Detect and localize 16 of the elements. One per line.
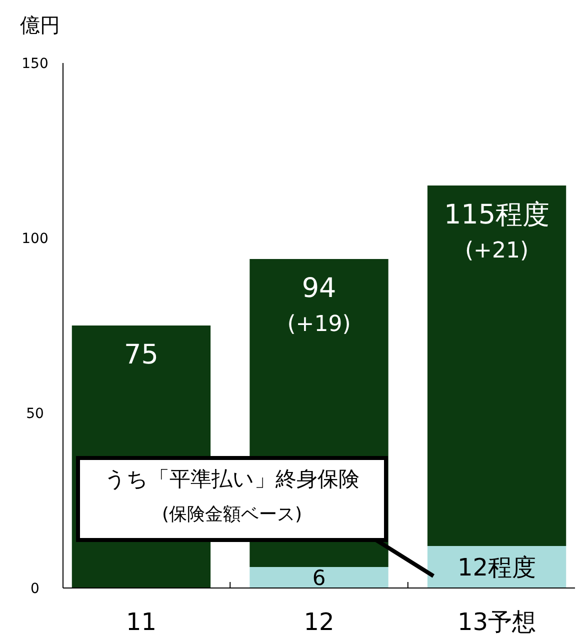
y-tick-label: 0 — [30, 580, 40, 597]
data-label: 12程度 — [458, 553, 536, 582]
total-label: 75 — [124, 340, 158, 370]
y-tick-label: 50 — [26, 406, 44, 422]
total-label: 115程度 — [444, 200, 550, 230]
x-tick-label: 13予想 — [458, 608, 536, 636]
y-tick-label: 100 — [22, 230, 48, 247]
y-axis-title: 億円 — [20, 13, 60, 37]
total-label: 94 — [302, 273, 336, 304]
x-tick-label: 12 — [304, 608, 334, 636]
annotation: (+19) — [287, 312, 351, 337]
y-tick-label: 150 — [22, 56, 48, 72]
data-label: 6 — [312, 566, 326, 590]
series-label: うち「平準払い」終身保険 (保険金額ベース) — [104, 467, 360, 525]
x-tick-label: 11 — [126, 608, 156, 636]
annotation: (+21) — [464, 238, 529, 264]
